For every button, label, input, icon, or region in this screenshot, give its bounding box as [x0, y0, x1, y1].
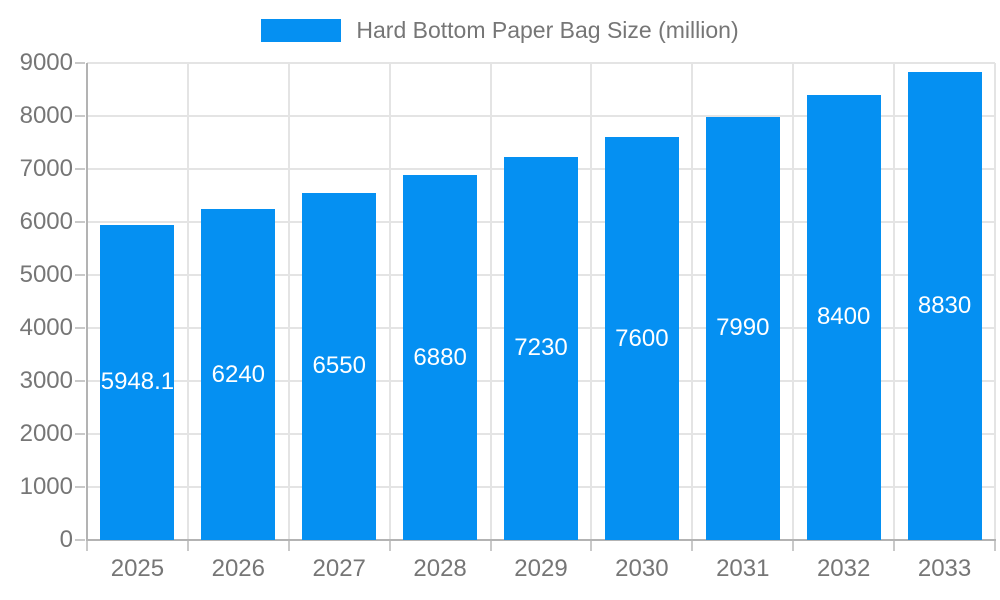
- bar[interactable]: [302, 192, 377, 540]
- x-axis-line: [86, 539, 996, 541]
- x-gridline: [590, 63, 593, 540]
- y-axis-tick: [75, 274, 85, 276]
- x-axis-tick: [86, 541, 88, 551]
- x-axis-tick: [186, 541, 189, 551]
- bar-value-label: 5948.1: [100, 368, 175, 396]
- x-axis-label: 2032: [816, 555, 871, 582]
- x-axis-tick: [287, 541, 290, 551]
- x-axis-label: 2029: [514, 555, 568, 582]
- bar[interactable]: [201, 209, 276, 540]
- bar[interactable]: [504, 156, 578, 540]
- bar-value-label: 7600: [615, 324, 669, 352]
- x-gridline: [388, 63, 391, 540]
- x-axis-tick: [489, 541, 492, 551]
- x-gridline: [893, 63, 896, 540]
- x-gridline: [691, 63, 694, 540]
- bar[interactable]: [806, 94, 881, 540]
- x-axis-tick: [590, 541, 593, 551]
- x-axis-tick: [893, 541, 896, 551]
- x-axis-label: 2026: [211, 555, 265, 582]
- y-axis-label: 5000: [19, 261, 73, 288]
- x-axis-tick: [994, 541, 996, 551]
- bar-value-label: 8400: [816, 303, 871, 331]
- bar[interactable]: [705, 116, 780, 540]
- y-axis-label: 8000: [19, 102, 73, 129]
- x-gridline: [489, 63, 492, 540]
- x-axis-label: 2033: [917, 555, 972, 582]
- y-axis-label: 1000: [19, 473, 73, 500]
- x-axis-label: 2025: [110, 555, 165, 582]
- y-gridline: [87, 115, 995, 117]
- x-gridline: [994, 63, 996, 540]
- x-axis-label: 2027: [312, 555, 366, 582]
- x-gridline: [792, 63, 795, 540]
- chart-legend[interactable]: Hard Bottom Paper Bag Size (million): [0, 17, 1000, 44]
- x-axis-label: 2031: [716, 555, 770, 582]
- y-axis-tick: [75, 539, 85, 541]
- x-axis-label: 2030: [615, 555, 669, 582]
- plot-area: 0 1000 2000 3000 4000 5000 6000 7000 8000 9000 594…: [20, 50, 996, 582]
- bar[interactable]: [907, 72, 982, 540]
- y-axis-label: 3000: [19, 367, 73, 394]
- y-axis-tick: [75, 62, 85, 64]
- y-axis-tick: [75, 221, 85, 223]
- x-gridline: [287, 63, 290, 540]
- legend-swatch-icon: [261, 19, 342, 42]
- y-axis-tick: [75, 168, 85, 170]
- bar-value-label: 7230: [514, 334, 568, 362]
- bar-value-label: 7990: [716, 314, 770, 342]
- y-axis-line: [86, 63, 88, 540]
- bar-value-label: 6240: [211, 360, 266, 388]
- y-axis-tick: [75, 115, 85, 117]
- x-axis-tick: [792, 541, 795, 551]
- y-axis-tick: [75, 327, 85, 329]
- y-axis-label: 0: [59, 526, 73, 553]
- bar[interactable]: [100, 224, 175, 540]
- y-axis-tick: [75, 433, 85, 435]
- x-axis-tick: [388, 541, 391, 551]
- bar-value-label: 8830: [917, 292, 972, 319]
- bar[interactable]: [403, 175, 478, 540]
- x-axis-label: 2028: [413, 555, 467, 582]
- y-axis-label: 2000: [19, 420, 73, 447]
- bar[interactable]: [604, 137, 679, 540]
- legend-label: Hard Bottom Paper Bag Size (million): [356, 17, 739, 43]
- y-axis-label: 6000: [19, 208, 73, 235]
- y-axis-label: 9000: [19, 49, 73, 76]
- x-axis-tick: [691, 541, 694, 551]
- bar-value-label: 6880: [413, 343, 467, 371]
- y-gridline: [87, 62, 995, 64]
- y-axis-label: 4000: [19, 314, 73, 341]
- y-axis-tick: [75, 486, 85, 488]
- y-axis-tick: [75, 380, 85, 382]
- x-gridline: [186, 63, 189, 540]
- y-axis-label: 7000: [19, 155, 73, 182]
- bar-value-label: 6550: [312, 352, 366, 380]
